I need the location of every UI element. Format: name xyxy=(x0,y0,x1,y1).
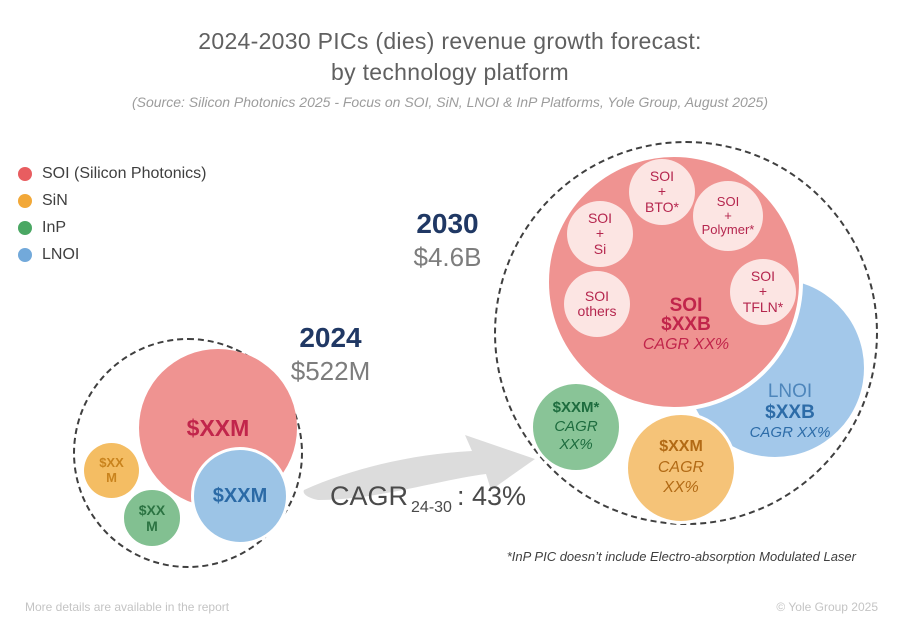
title-line-1: 2024-2030 PICs (dies) revenue growth for… xyxy=(198,28,702,54)
sin-cagr-line2: XX% xyxy=(663,479,699,497)
soi-si-label: SOI + Si xyxy=(587,210,613,257)
total-2024: $522M xyxy=(290,356,371,386)
inp-cagr-line2: XX% xyxy=(559,436,593,454)
soi-others-label: SOI others xyxy=(577,287,617,319)
legend-label-soi: SOI (Silicon Photonics) xyxy=(42,165,207,182)
legend-dot-sin xyxy=(18,194,32,208)
lnoi-value: $XXB xyxy=(765,402,815,423)
sin-cagr-line1: CAGR xyxy=(657,458,705,476)
bubble-2030-soi-others: SOI others xyxy=(564,271,630,337)
legend: SOI (Silicon Photonics) SiN InP LNOI xyxy=(18,165,207,273)
legend-dot-inp xyxy=(18,221,32,235)
bubble-2024-sin-value: $XX M xyxy=(99,454,124,485)
legend-label-inp: InP xyxy=(42,219,67,236)
soi-bto-label: SOI + BTO* xyxy=(645,168,679,215)
total-2030: $4.6B xyxy=(413,242,482,272)
inp-footnote: *InP PIC doesn’t include Electro-absorpt… xyxy=(506,549,856,564)
legend-label-lnoi: LNOI xyxy=(42,246,80,263)
overall-cagr-label: CAGR 24-30: 43% xyxy=(330,481,526,517)
soi-value: $XXB xyxy=(661,314,711,335)
bubble-2024-lnoi: $XXM xyxy=(191,447,289,545)
cagr-period: 24-30 xyxy=(411,499,452,516)
legend-item-inp: InP xyxy=(18,219,207,237)
bubble-2024-lnoi-value: $XXM xyxy=(212,484,268,507)
soi-name: SOI xyxy=(669,295,703,316)
copyright: © Yole Group 2025 xyxy=(776,600,878,614)
lnoi-name: LNOI xyxy=(767,381,813,402)
bubble-2030-soi-bto: SOI + BTO* xyxy=(629,159,695,225)
bubble-2030-sin: $XXM CAGR XX% xyxy=(625,412,737,524)
bubble-2030-soi-text: SOI $XXB CAGR XX% xyxy=(606,296,766,354)
year-2030: 2030 xyxy=(416,208,479,239)
bubble-2030-soi-polymer: SOI + Polymer* xyxy=(693,181,763,251)
soi-polymer-label: SOI + Polymer* xyxy=(701,193,755,238)
footer-note: More details are available in the report xyxy=(25,600,230,614)
cluster-2030-outline xyxy=(494,141,878,525)
cagr-text: CAGR xyxy=(330,481,409,511)
page-title: 2024-2030 PICs (dies) revenue growth for… xyxy=(0,26,900,88)
source-subtitle: (Source: Silicon Photonics 2025 - Focus … xyxy=(131,94,768,110)
bubble-2030-soi-tfln: SOI + TFLN* xyxy=(730,259,796,325)
bubble-2024-inp: $XX M xyxy=(121,487,183,549)
inp-cagr-line1: CAGR xyxy=(554,417,598,435)
legend-dot-soi xyxy=(18,167,32,181)
legend-item-sin: SiN xyxy=(18,192,207,210)
cagr-value: : 43% xyxy=(456,481,526,511)
legend-item-lnoi: LNOI xyxy=(18,246,207,264)
label-2030: 2030 $4.6B xyxy=(395,208,500,273)
cluster-2024-outline xyxy=(73,338,303,568)
inp-value: $XXM* xyxy=(552,398,600,416)
bubble-2030-soi-si: SOI + Si xyxy=(567,201,633,267)
bubble-2024-sin: $XX M xyxy=(84,443,139,498)
legend-dot-lnoi xyxy=(18,248,32,262)
soi-tfln-label: SOI + TFLN* xyxy=(742,268,784,315)
bubble-2030-inp: $XXM* CAGR XX% xyxy=(530,381,622,473)
year-2024: 2024 xyxy=(299,322,362,353)
label-2024: 2024 $522M xyxy=(278,322,383,387)
sin-value: $XXM xyxy=(659,437,703,455)
soi-cagr: CAGR XX% xyxy=(642,336,730,353)
legend-item-soi: SOI (Silicon Photonics) xyxy=(18,165,207,183)
title-line-2: by technology platform xyxy=(330,59,569,85)
bubble-2030-lnoi-text: LNOI $XXB CAGR XX% xyxy=(725,382,855,442)
legend-label-sin: SiN xyxy=(42,192,68,209)
lnoi-cagr: CAGR XX% xyxy=(749,424,831,441)
bubble-2024-inp-value: $XX M xyxy=(138,501,166,534)
bubble-2024-soi-value: $XXM xyxy=(186,414,250,441)
growth-arrow-icon xyxy=(303,435,535,500)
